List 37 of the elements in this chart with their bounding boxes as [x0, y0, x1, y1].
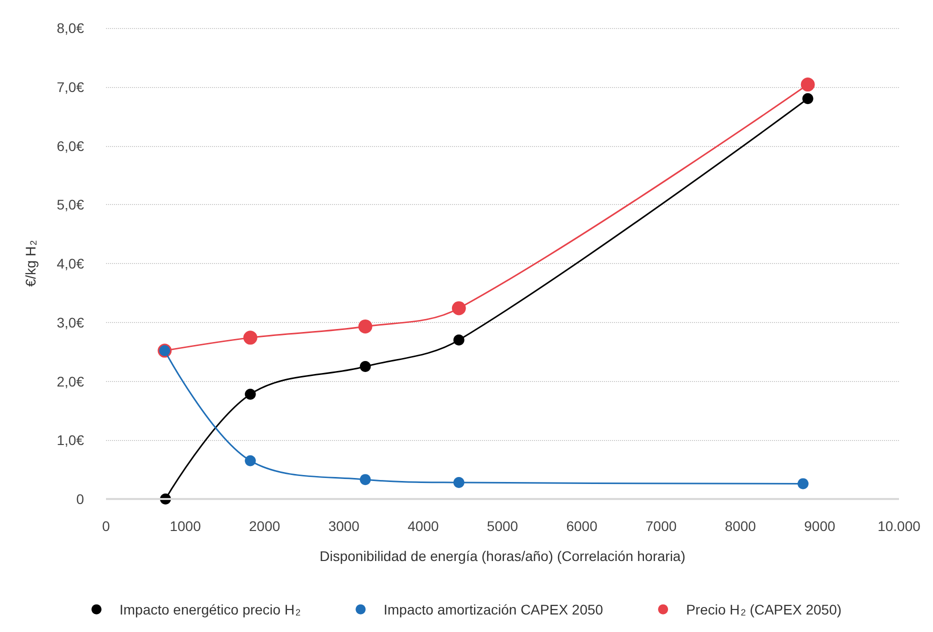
- x-tick-label: 6000: [566, 518, 598, 534]
- x-tick-label: 0: [102, 518, 110, 534]
- y-tick-label: 0: [76, 491, 84, 507]
- y-tick-label: 5,0€: [56, 196, 84, 213]
- y-tick-label: 2,0€: [56, 373, 84, 390]
- point: [358, 320, 372, 334]
- x-tick-label: 7000: [646, 518, 677, 534]
- x-tick-label: 5000: [486, 518, 518, 534]
- y-tick-label: 7,0€: [56, 78, 84, 95]
- x-tick-label: 3000: [328, 518, 360, 534]
- point: [453, 334, 464, 346]
- legend-label: Impacto amortización CAPEX 2050: [384, 601, 604, 618]
- x-tick-label: 8000: [724, 518, 756, 534]
- point: [360, 474, 371, 486]
- x-tick-label: 9000: [804, 518, 836, 534]
- point: [452, 301, 466, 316]
- point: [798, 478, 809, 490]
- legend-label: Precio H2 (CAPEX 2050): [686, 601, 842, 618]
- y-axis-title: €/kg H2: [22, 240, 38, 287]
- point: [244, 388, 256, 400]
- point: [244, 455, 256, 466]
- legend-label: Impacto energético precio H2: [119, 601, 301, 618]
- point: [360, 361, 371, 372]
- x-tick-label: 4000: [408, 518, 439, 534]
- x-tick-label: 10.000: [878, 518, 921, 534]
- x-axis-title: Disponibilidad de energía (horas/año) (Correlación horaria): [320, 548, 686, 564]
- point: [802, 93, 814, 104]
- point: [800, 78, 815, 92]
- point: [453, 477, 464, 488]
- y-tick-label: 8,0€: [56, 20, 84, 36]
- y-tick-label: 6,0€: [56, 138, 84, 154]
- y-tick-label: 4,0€: [56, 256, 84, 272]
- x-tick-label: 2000: [249, 518, 280, 534]
- point: [243, 330, 258, 345]
- x-tick-label: 1000: [170, 518, 202, 534]
- y-tick-label: 1,0€: [56, 432, 84, 448]
- y-tick-label: 3,0€: [56, 314, 84, 330]
